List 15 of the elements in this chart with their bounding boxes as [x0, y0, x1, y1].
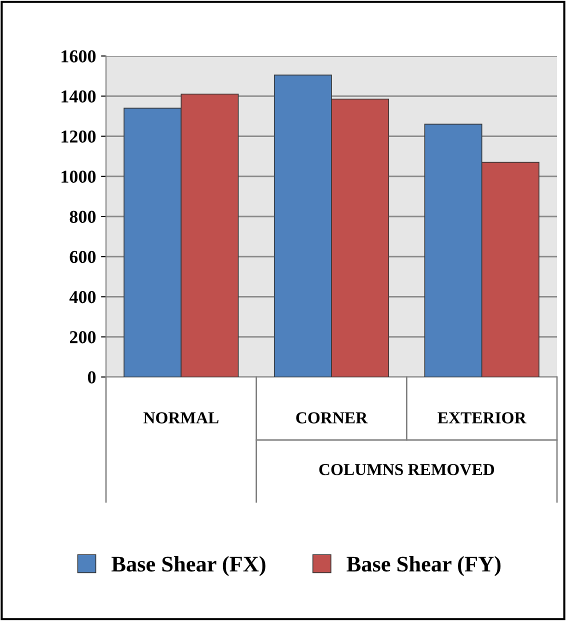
x-tick-label: CORNER	[296, 412, 368, 424]
y-tick-label: 800	[70, 210, 96, 223]
y-tick-label: 1400	[62, 90, 96, 103]
y-tick-label: 1000	[62, 170, 96, 183]
legend-label: Base Shear (FY)	[346, 556, 500, 576]
y-tick-label: 400	[69, 291, 96, 304]
y-tick-label: 600	[70, 250, 96, 264]
text: COLUMNS REMOVED	[319, 464, 494, 476]
y-tick-label: 1600	[62, 50, 96, 62]
x-tick-label: NORMAL	[144, 412, 218, 424]
y-tick-label: 1200	[62, 130, 96, 143]
legend-label: Base Shear (FX)	[112, 556, 266, 576]
x-tick-label: EXTERIOR	[438, 412, 526, 424]
y-tick-label: 0	[88, 371, 96, 384]
y-tick-label: 200	[70, 331, 96, 344]
